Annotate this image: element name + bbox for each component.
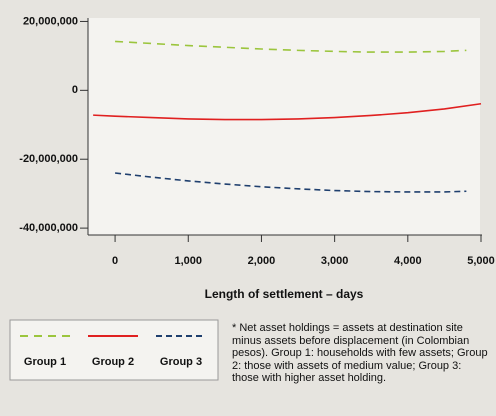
legend-label: Group 3 [160, 356, 202, 368]
x-tick-label: 4,000 [394, 255, 422, 267]
legend [9, 319, 219, 381]
legend-label: Group 2 [92, 356, 134, 368]
series-line [93, 102, 482, 121]
note: * Net asset holdings = assets at destina… [232, 322, 488, 384]
x-tick-label: 5,000 [467, 255, 495, 267]
x-tick-label: 3,000 [321, 255, 349, 267]
series-line [114, 172, 467, 193]
series-line [115, 40, 467, 53]
y-tick-label: 0 [72, 84, 78, 96]
y-tick-label: 20,000,000 [23, 15, 78, 27]
y-tick-label: -20,000,000 [19, 153, 78, 165]
x-tick-label: 1,000 [174, 255, 202, 267]
x-axis-label: Length of settlement – days [205, 287, 364, 301]
y-tick-label: -40,000,000 [19, 222, 78, 234]
legend-label: Group 1 [24, 356, 66, 368]
x-tick-label: 2,000 [248, 255, 276, 267]
plot-area [88, 18, 480, 235]
x-tick-label: 0 [112, 255, 118, 267]
